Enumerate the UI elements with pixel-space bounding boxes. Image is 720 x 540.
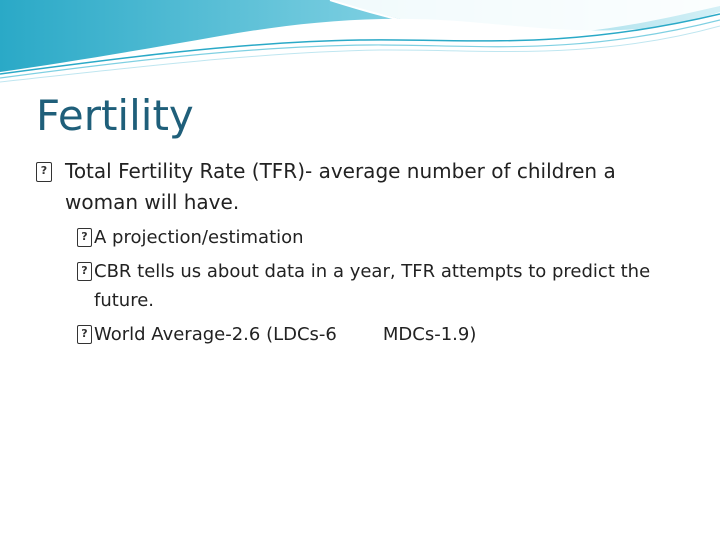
slide-body: ? Total Fertility Rate (TFR)- average nu…	[36, 156, 676, 354]
sub-bullet-item: ? CBR tells us about data in a year, TFR…	[36, 257, 676, 315]
bullet-placeholder-icon: ?	[77, 262, 92, 281]
bullet-text: Total Fertility Rate (TFR)- average numb…	[65, 159, 616, 214]
bullet-placeholder-icon: ?	[77, 228, 92, 247]
bullet-placeholder-icon: ?	[36, 162, 52, 182]
sub-bullet-text-part1: World Average-2.6 (LDCs-6	[94, 324, 337, 345]
sub-bullet-item: ? A projection/estimation	[36, 223, 676, 252]
sub-bullet-text: CBR tells us about data in a year, TFR a…	[94, 261, 651, 311]
sub-bullet-text: A projection/estimation	[94, 227, 304, 248]
header-wave-decoration	[0, 0, 720, 83]
bullet-placeholder-icon: ?	[77, 325, 92, 344]
slide-title: Fertility	[36, 91, 194, 140]
sub-bullet-text-part2: MDCs-1.9)	[382, 324, 477, 345]
bullet-item: ? Total Fertility Rate (TFR)- average nu…	[36, 156, 676, 218]
sub-bullet-item: ? World Average-2.6 (LDCs-6 MDCs-1.9)	[36, 320, 676, 349]
